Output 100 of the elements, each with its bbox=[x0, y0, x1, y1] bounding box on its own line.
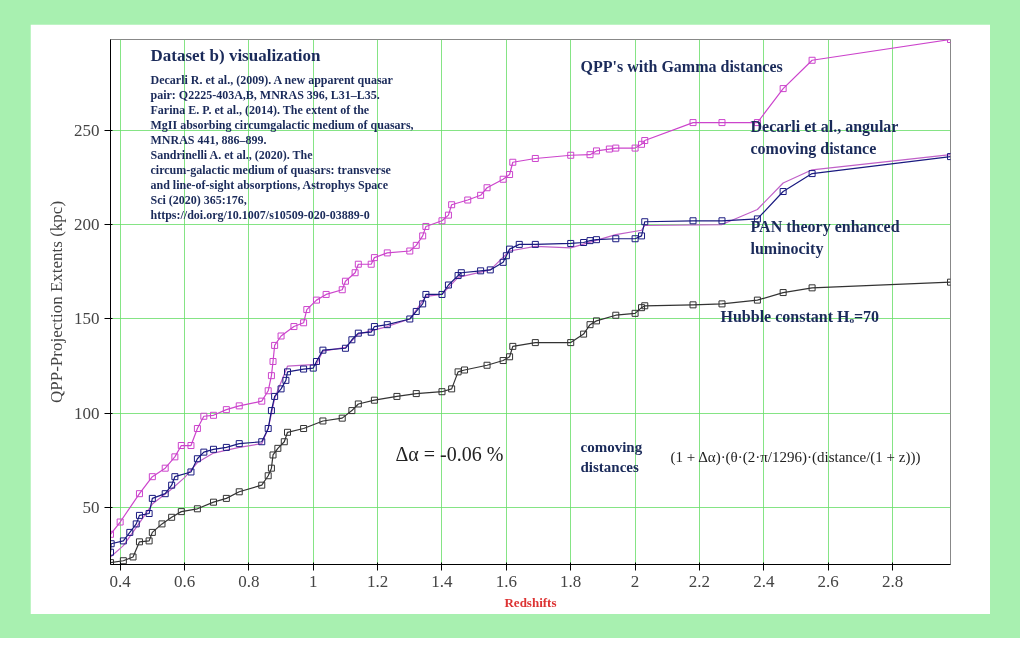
point bbox=[303, 306, 311, 314]
point bbox=[438, 388, 446, 396]
point bbox=[483, 361, 491, 369]
point bbox=[319, 417, 327, 425]
point bbox=[509, 342, 517, 350]
x-tick-label: 2.4 bbox=[753, 571, 775, 591]
x-tick-label: 0.6 bbox=[173, 571, 196, 591]
annotation: Decarli R. et al., (2009). A new apparent quasar pair: Q2225-403A,B, MNRAS 396, L31–L35. bbox=[150, 72, 394, 102]
point bbox=[269, 357, 277, 365]
point bbox=[222, 494, 230, 502]
point bbox=[808, 56, 816, 64]
point bbox=[148, 473, 156, 481]
series-label: Decarli et al., angular comoving distance bbox=[750, 117, 899, 158]
x-tick-label: 0.8 bbox=[238, 571, 260, 591]
point bbox=[419, 232, 427, 240]
point bbox=[689, 301, 697, 309]
point bbox=[300, 425, 308, 433]
point bbox=[258, 397, 266, 405]
point bbox=[274, 444, 282, 452]
point bbox=[592, 317, 600, 325]
point bbox=[586, 151, 594, 159]
annotation: Δα = -0.06 % bbox=[395, 442, 504, 465]
y-tick-label: 250 bbox=[74, 120, 100, 140]
point bbox=[631, 309, 639, 317]
point bbox=[280, 438, 288, 446]
x-tick-label: 1.4 bbox=[431, 571, 454, 591]
point bbox=[612, 144, 620, 152]
point bbox=[506, 171, 514, 179]
point bbox=[586, 321, 594, 329]
point bbox=[718, 300, 726, 308]
point bbox=[641, 137, 649, 145]
point bbox=[135, 538, 143, 546]
point bbox=[779, 85, 787, 93]
annotation: Farina E. P. et al., (2014). The extent of the MgII absorbing circumgalactic medium of quasars, MNRAS 441, 886–899. bbox=[150, 102, 414, 147]
point bbox=[264, 387, 272, 395]
point bbox=[454, 368, 462, 376]
point bbox=[235, 488, 243, 496]
point bbox=[193, 505, 201, 513]
point bbox=[258, 481, 266, 489]
y-tick-label: 150 bbox=[74, 309, 100, 329]
point bbox=[638, 140, 646, 148]
point bbox=[158, 520, 166, 528]
point bbox=[354, 400, 362, 408]
point bbox=[448, 385, 456, 393]
point bbox=[412, 241, 420, 249]
point bbox=[499, 357, 507, 365]
point bbox=[341, 277, 349, 285]
point bbox=[351, 269, 359, 277]
point bbox=[605, 145, 613, 153]
point bbox=[612, 311, 620, 319]
x-tick-label: 2.2 bbox=[688, 571, 711, 591]
series-label: PAN theory enhanced luminocity bbox=[750, 217, 900, 258]
point bbox=[444, 211, 452, 219]
point bbox=[412, 390, 420, 398]
x-axis-title: Redshifts bbox=[504, 594, 557, 610]
y-tick-label: 50 bbox=[82, 498, 100, 518]
chart-title: Dataset b) visualization bbox=[150, 45, 322, 65]
point bbox=[631, 144, 639, 152]
point bbox=[779, 289, 787, 297]
point bbox=[638, 304, 646, 312]
point bbox=[506, 353, 514, 361]
y-tick-label: 100 bbox=[74, 403, 100, 423]
point bbox=[367, 260, 375, 268]
point bbox=[312, 296, 320, 304]
point bbox=[641, 302, 649, 310]
y-axis-title: QPP-Projection Extents (kpc) bbox=[47, 200, 66, 404]
point bbox=[322, 290, 330, 298]
x-tick-label: 2.8 bbox=[881, 571, 904, 591]
point bbox=[177, 442, 185, 450]
annotation: comoving distances bbox=[580, 438, 643, 475]
point bbox=[567, 151, 575, 159]
point bbox=[200, 412, 208, 420]
point bbox=[269, 451, 277, 459]
point bbox=[187, 442, 195, 450]
annotation: Sandrinelli A. et al., (2020). The circum-galactic medium of quasars: transverse and line-of-sight absorptions, Astrophys Space Sci (2020) 365:176, https://doi.org/10.1007/s10509-020-03889-0 bbox=[150, 147, 392, 222]
point bbox=[271, 341, 279, 349]
point bbox=[580, 330, 588, 338]
point bbox=[168, 513, 176, 521]
point bbox=[267, 372, 275, 380]
series-label: QPP's with Gamma distances bbox=[580, 57, 783, 75]
point bbox=[235, 402, 243, 410]
point bbox=[531, 339, 539, 347]
point bbox=[348, 407, 356, 415]
point bbox=[193, 425, 201, 433]
point bbox=[209, 411, 217, 419]
point bbox=[354, 260, 362, 268]
point bbox=[209, 498, 217, 506]
point bbox=[438, 217, 446, 225]
x-tick-label: 1.2 bbox=[367, 571, 389, 591]
point bbox=[267, 464, 275, 472]
point bbox=[171, 453, 179, 461]
point bbox=[338, 286, 346, 294]
point bbox=[531, 154, 539, 162]
y-tick-label: 200 bbox=[74, 215, 100, 235]
x-tick-label: 0.4 bbox=[109, 571, 132, 591]
point bbox=[277, 332, 285, 340]
point bbox=[464, 196, 472, 204]
point bbox=[383, 249, 391, 257]
annotation: (1 + Δα)·(θ·(2·π/1296)·(distance/(1 + z))) bbox=[670, 448, 921, 466]
point bbox=[222, 406, 230, 414]
